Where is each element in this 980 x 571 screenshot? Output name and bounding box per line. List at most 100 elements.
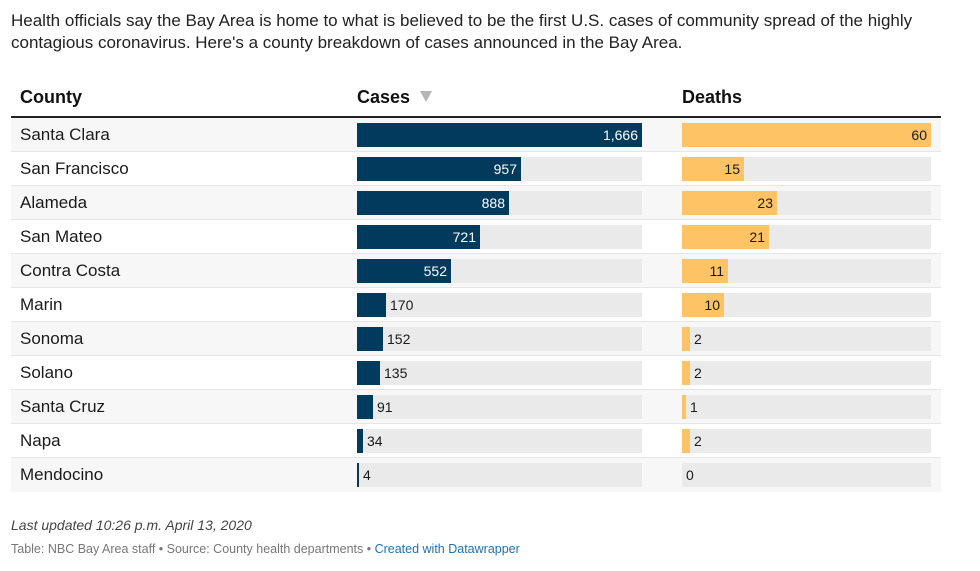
deaths-value-label: 2	[694, 365, 702, 381]
county-header-label: County	[20, 87, 82, 107]
deaths-track: 0	[682, 463, 931, 487]
cases-value-label: 91	[377, 399, 393, 415]
cases-value-label: 170	[390, 297, 414, 313]
deaths-value-label: 0	[686, 467, 694, 483]
county-name: Solano	[20, 363, 73, 382]
cases-track: 170	[357, 293, 642, 317]
cases-track: 1,666	[357, 123, 642, 147]
table-body: Santa Clara 1,666 60 San Francisco 957 15 Alam…	[11, 118, 941, 492]
sort-descending-icon[interactable]	[420, 91, 433, 102]
cases-header-label: Cases	[357, 87, 411, 107]
cases-value-label: 888	[481, 195, 505, 211]
deaths-track: 23	[682, 191, 931, 215]
credit-line: Table: NBC Bay Area staff • Source: Coun…	[11, 542, 520, 556]
county-header[interactable]: County	[20, 87, 82, 108]
deaths-bar	[682, 191, 777, 215]
cases-bar	[357, 429, 363, 453]
deaths-header-label: Deaths	[682, 87, 743, 107]
intro-text: Health officials say the Bay Area is hom…	[11, 11, 913, 52]
credit-text: Table: NBC Bay Area staff • Source: Coun…	[11, 542, 375, 556]
cases-track: 34	[357, 429, 642, 453]
cases-value-label: 957	[493, 161, 517, 177]
cases-bar	[357, 327, 383, 351]
deaths-bar	[682, 429, 690, 453]
table-row: Santa Cruz 91 1	[11, 390, 941, 424]
cases-value-label: 152	[387, 331, 411, 347]
deaths-value-label: 60	[911, 127, 927, 143]
table-row: Alameda 888 23	[11, 186, 941, 220]
county-name: Santa Clara	[20, 125, 110, 144]
deaths-bar	[682, 327, 690, 351]
deaths-track: 2	[682, 361, 931, 385]
cases-header[interactable]: Cases	[357, 87, 433, 108]
deaths-bar	[682, 123, 931, 147]
county-name: Marin	[20, 295, 63, 314]
cases-track: 721	[357, 225, 642, 249]
county-name: Sonoma	[20, 329, 84, 348]
table-row: San Mateo 721 21	[11, 220, 941, 254]
table-row: Napa 34 2	[11, 424, 941, 458]
cases-value-label: 552	[423, 263, 447, 279]
county-name: Mendocino	[20, 465, 104, 484]
table-row: Santa Clara 1,666 60	[11, 118, 941, 152]
deaths-track: 10	[682, 293, 931, 317]
cases-track: 135	[357, 361, 642, 385]
cases-bar	[357, 225, 480, 249]
cases-value-label: 721	[452, 229, 476, 245]
deaths-value-label: 1	[690, 399, 698, 415]
cases-value-label: 135	[384, 365, 408, 381]
county-name: San Mateo	[20, 227, 103, 246]
cases-bar	[357, 463, 359, 487]
deaths-value-label: 10	[704, 297, 720, 313]
deaths-value-label: 11	[709, 263, 724, 279]
county-name: Contra Costa	[20, 261, 121, 280]
last-updated: Last updated 10:26 p.m. April 13, 2020	[11, 517, 252, 533]
deaths-track: 11	[682, 259, 931, 283]
cases-track: 4	[357, 463, 642, 487]
cases-bar	[357, 395, 373, 419]
table-row: Mendocino 4 0	[11, 458, 941, 492]
county-name: Napa	[20, 431, 61, 450]
county-name: Santa Cruz	[20, 397, 106, 416]
table-row: San Francisco 957 15	[11, 152, 941, 186]
deaths-track: 60	[682, 123, 931, 147]
cases-bar	[357, 293, 386, 317]
table-row: Sonoma 152 2	[11, 322, 941, 356]
cases-bar	[357, 191, 509, 215]
deaths-bar	[682, 259, 728, 283]
header-divider	[11, 116, 941, 118]
table-row: Marin 170 10	[11, 288, 941, 322]
county-name: San Francisco	[20, 159, 129, 178]
deaths-track: 1	[682, 395, 931, 419]
cases-track: 888	[357, 191, 642, 215]
deaths-value-label: 2	[694, 331, 702, 347]
cases-bar	[357, 123, 642, 147]
deaths-track: 15	[682, 157, 931, 181]
deaths-value-label: 21	[749, 229, 765, 245]
table-row: Solano 135 2	[11, 356, 941, 390]
deaths-bar	[682, 293, 724, 317]
deaths-value-label: 23	[757, 195, 773, 211]
county-name: Alameda	[20, 193, 88, 212]
deaths-value-label: 15	[724, 161, 740, 177]
deaths-value-label: 2	[694, 433, 702, 449]
cases-track: 91	[357, 395, 642, 419]
cases-track: 552	[357, 259, 642, 283]
cases-value-label: 4	[363, 467, 371, 483]
cases-value-label: 34	[367, 433, 383, 449]
cases-track: 957	[357, 157, 642, 181]
deaths-track: 2	[682, 327, 931, 351]
deaths-bar	[682, 395, 686, 419]
deaths-header[interactable]: Deaths	[682, 87, 742, 108]
datawrapper-link[interactable]: Created with Datawrapper	[374, 542, 520, 556]
deaths-track: 2	[682, 429, 931, 453]
cases-bar	[357, 157, 521, 181]
deaths-bar	[682, 225, 769, 249]
cases-track: 152	[357, 327, 642, 351]
deaths-bar	[682, 157, 744, 181]
deaths-track: 21	[682, 225, 931, 249]
cases-bar	[357, 259, 451, 283]
deaths-bar	[682, 361, 690, 385]
table-row: Contra Costa 552 11	[11, 254, 941, 288]
cases-bar	[357, 361, 380, 385]
